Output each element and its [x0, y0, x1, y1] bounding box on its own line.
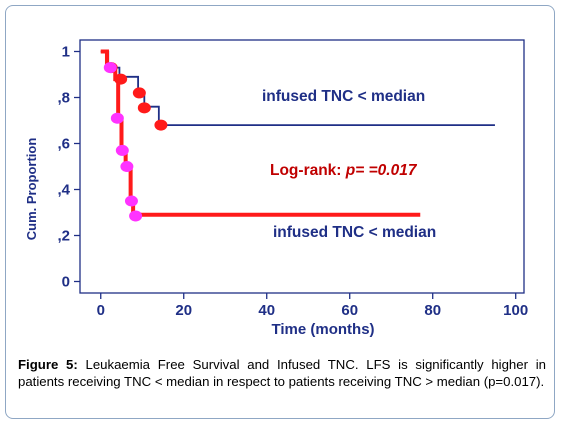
series-layer: [100, 49, 495, 222]
censor-mark: [154, 119, 168, 131]
x-tick-label: 100: [503, 302, 528, 319]
figure-caption: Figure 5: Leukaemia Free Survival and In…: [18, 356, 546, 390]
caption-text: Leukaemia Free Survival and Infused TNC.…: [18, 357, 546, 389]
y-tick-label: ,8: [57, 90, 70, 107]
y-tick-label: 1: [62, 44, 70, 61]
censor-mark: [114, 73, 128, 85]
y-tick-label: 0: [62, 274, 70, 291]
figure-frame: [5, 5, 555, 419]
y-tick-label: ,2: [57, 228, 70, 245]
x-axis-label: Time (months): [271, 321, 374, 338]
y-axis-label: Cum. Proportion: [24, 138, 39, 241]
x-tick-label: 60: [341, 302, 358, 319]
axis-ticks: 0 20 40 60 80 100 0 ,2 ,4 ,6 ,8 1: [57, 44, 528, 320]
x-tick-label: 40: [258, 302, 275, 319]
censor-mark: [115, 144, 129, 156]
x-tick-label: 0: [97, 302, 105, 319]
x-tick-label: 80: [424, 302, 441, 319]
censor-mark: [103, 62, 117, 74]
censor-mark: [110, 112, 124, 124]
censor-mark: [124, 195, 138, 207]
logrank-annotation: Log-rank: p= =0.017: [270, 162, 418, 179]
y-tick-label: ,6: [57, 136, 70, 153]
annotation-upper-group: infused TNC < median: [262, 88, 425, 105]
x-tick-label: 20: [175, 302, 192, 319]
annotation-lower-group: infused TNC < median: [273, 224, 436, 241]
y-tick-label: ,4: [57, 182, 70, 199]
caption-label: Figure 5:: [18, 357, 78, 372]
censor-mark: [132, 87, 146, 99]
censor-mark: [120, 161, 134, 172]
censor-mark: [137, 102, 151, 114]
plot-area-border: [79, 39, 525, 294]
censor-mark: [129, 210, 143, 222]
logrank-value: p= =0.017: [345, 162, 418, 179]
logrank-prefix: Log-rank:: [270, 162, 346, 179]
survival-curve-2: [100, 49, 421, 217]
